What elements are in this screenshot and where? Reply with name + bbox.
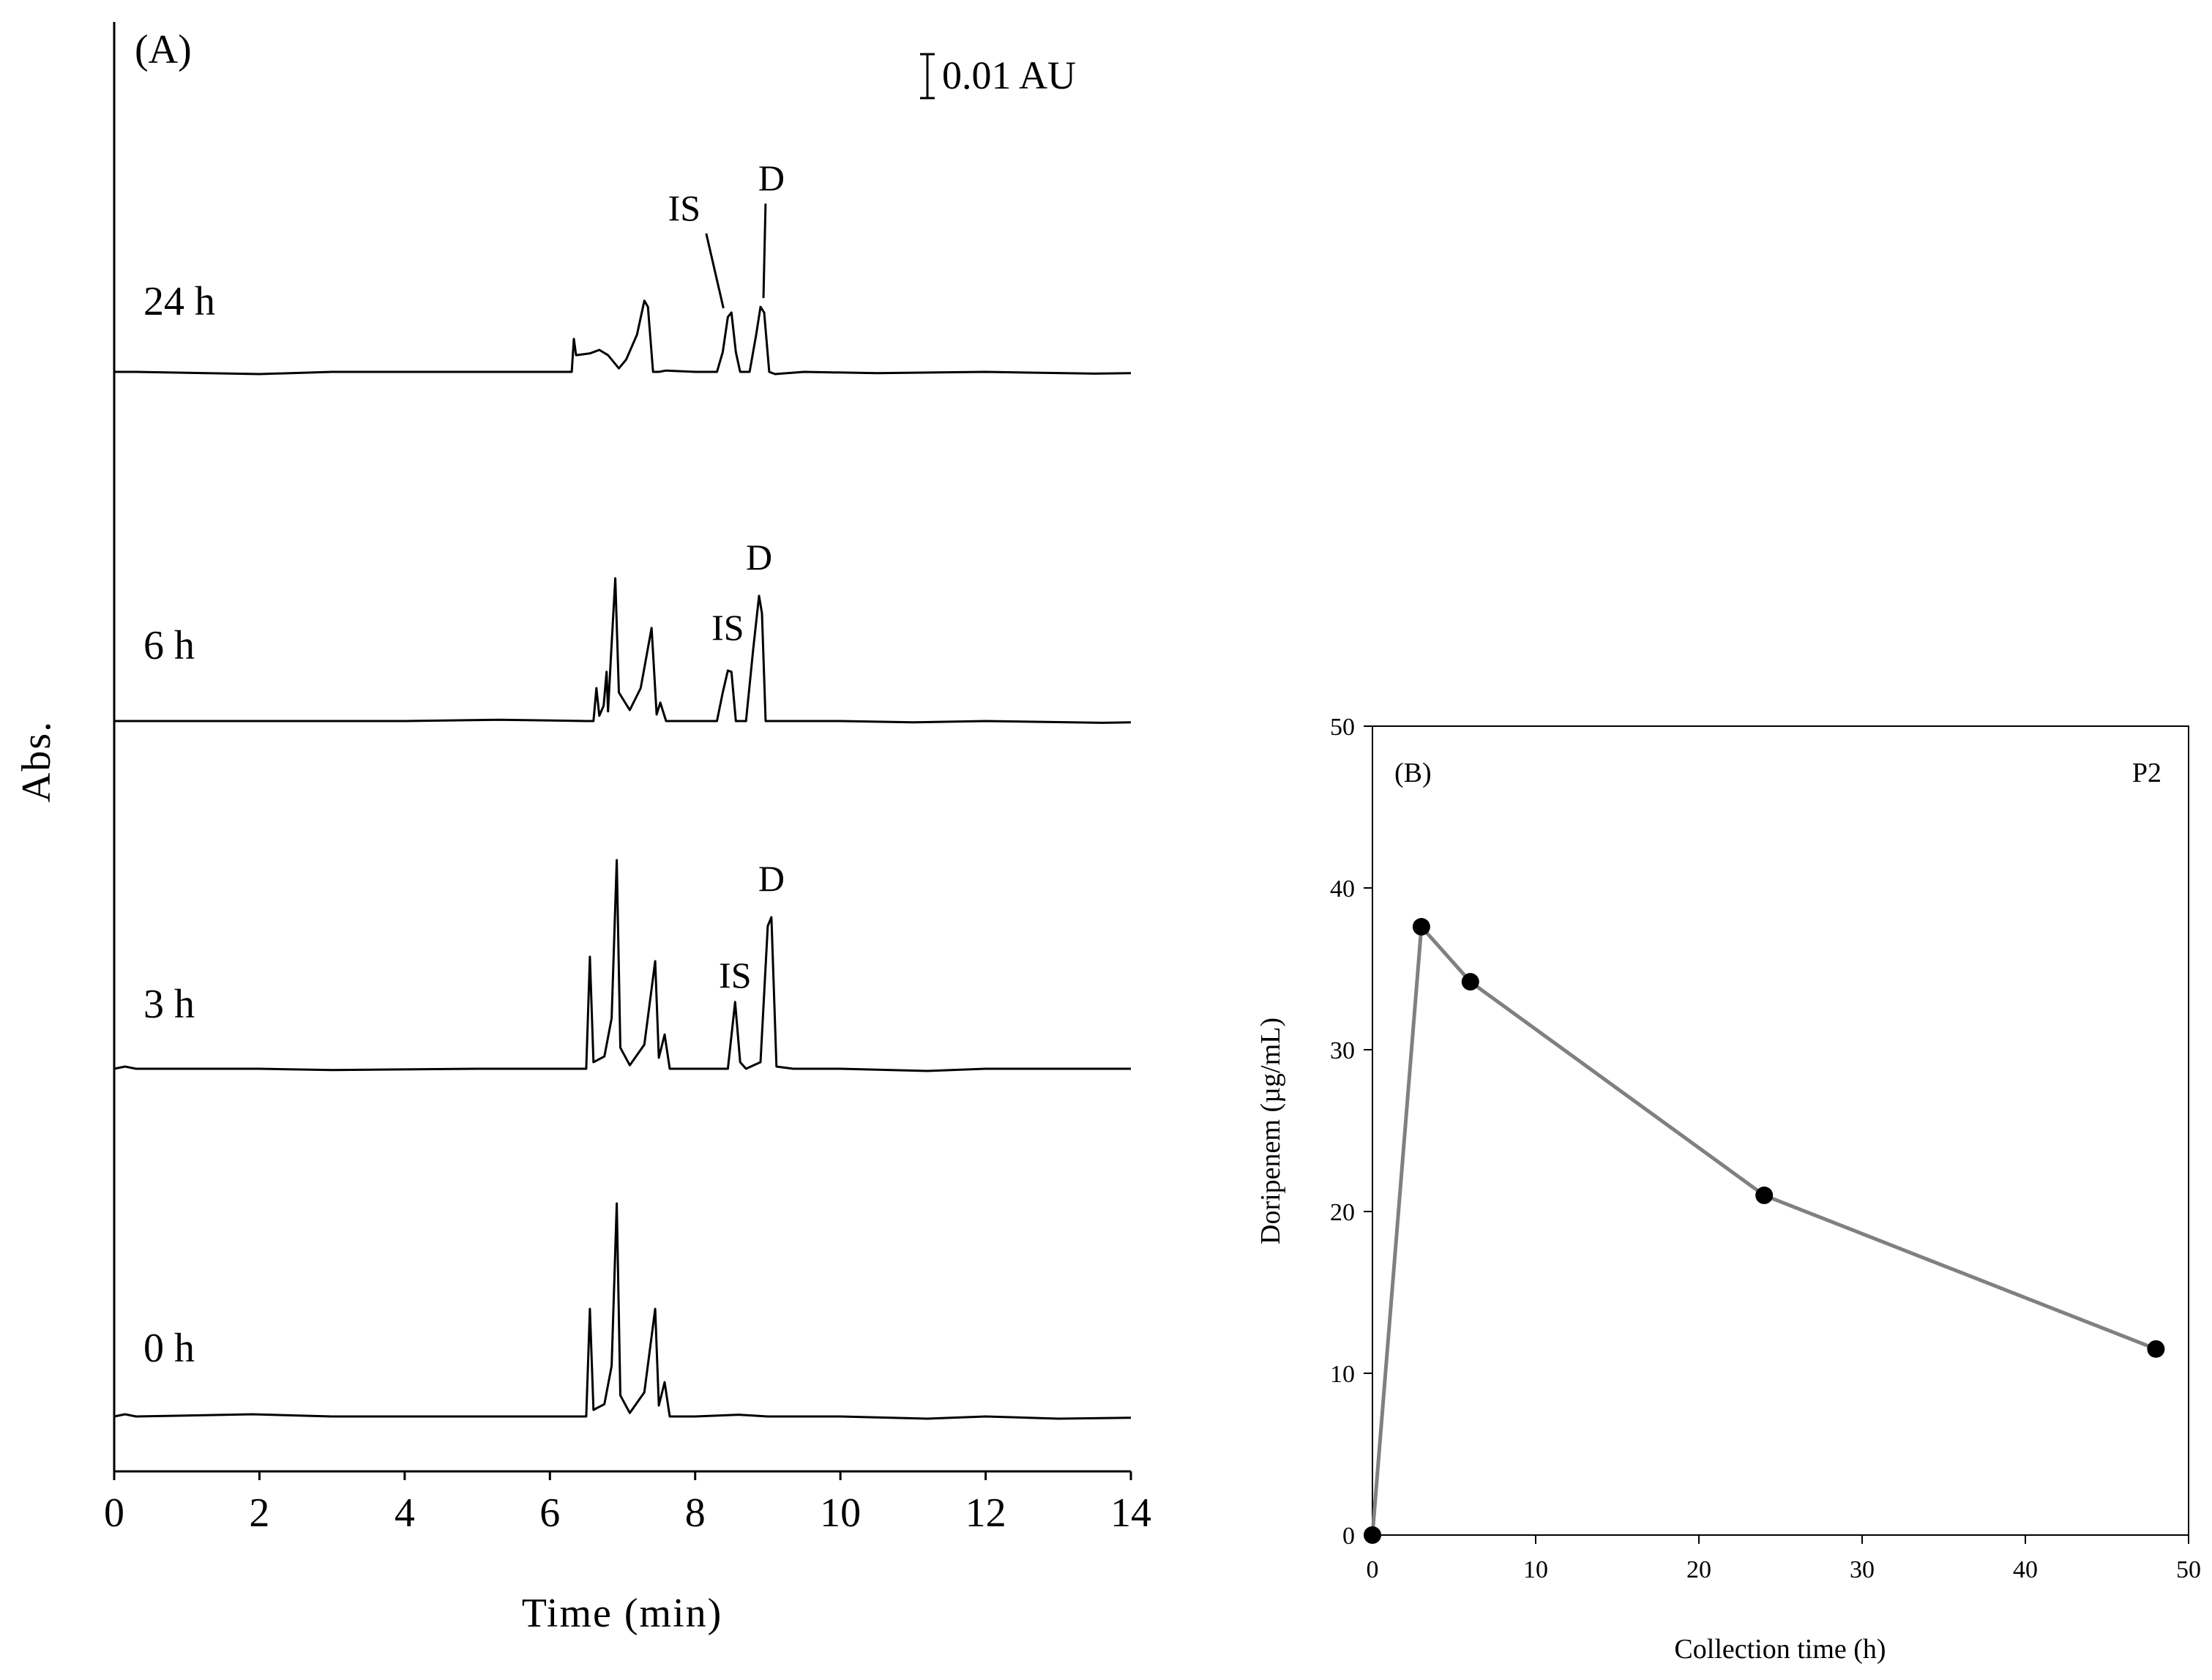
panel-b-frame bbox=[1372, 725, 2189, 1536]
panel-a-x-axis-title: Time (min) bbox=[522, 1591, 723, 1636]
trace-label: 0 h bbox=[143, 1326, 195, 1371]
panel-b-y-tick-label: 0 bbox=[1342, 1523, 1355, 1550]
scale-bar-label: 0.01 AU bbox=[942, 53, 1076, 97]
panel-b-x-tick-label: 20 bbox=[1686, 1556, 1711, 1583]
panel-b-series bbox=[1364, 918, 2165, 1544]
panel-b-y-tick-label: 40 bbox=[1330, 876, 1355, 903]
panel-a-x-tick-label: 14 bbox=[1110, 1490, 1151, 1536]
trace-label: 3 h bbox=[143, 982, 195, 1027]
peak-label: IS bbox=[668, 187, 700, 228]
peak-label: D bbox=[746, 537, 772, 578]
panel-b-x-tick-label: 0 bbox=[1367, 1556, 1379, 1583]
peak-label: IS bbox=[711, 607, 744, 648]
data-point bbox=[2147, 1340, 2165, 1358]
panel-b-annotation: P2 bbox=[2132, 758, 2161, 788]
panel-a-x-tick-label: 10 bbox=[820, 1490, 861, 1536]
panel-a-x-tick-label: 6 bbox=[539, 1490, 560, 1536]
trace-label: 24 h bbox=[143, 279, 215, 324]
panel-a-x-tick-label: 2 bbox=[249, 1490, 269, 1536]
panel-a-x-tick-label: 12 bbox=[965, 1490, 1006, 1536]
chromatogram-line bbox=[113, 1202, 1132, 1420]
panel-b-concentration-plot: (B) P2 0 10 20 30 40 50 0 10 20 30 40 50 Collectio… bbox=[1255, 714, 2201, 1665]
peak-leader-line bbox=[762, 204, 767, 299]
panel-a-x-tick-label: 0 bbox=[104, 1490, 124, 1536]
chromatogram-trace: 24 h IS D bbox=[114, 157, 1132, 376]
panel-b-y-ticks: 0 10 20 30 40 50 bbox=[1330, 714, 1372, 1550]
data-point bbox=[1755, 1186, 1774, 1204]
panel-a-x-tick-label: 4 bbox=[395, 1490, 415, 1536]
panel-b-y-tick-label: 10 bbox=[1330, 1361, 1355, 1388]
panel-a-y-axis-title: Abs. bbox=[14, 720, 59, 802]
chromatogram-line bbox=[113, 859, 1131, 1072]
peak-label: D bbox=[758, 858, 785, 899]
panel-a-x-ticks: 0 2 4 6 8 10 12 14 bbox=[104, 1471, 1151, 1536]
panel-b-x-tick-label: 10 bbox=[1523, 1556, 1548, 1583]
panel-b-x-axis-title: Collection time (h) bbox=[1674, 1634, 1886, 1665]
concentration-line bbox=[1370, 925, 2157, 1536]
panel-b-x-tick-label: 30 bbox=[1850, 1556, 1875, 1583]
peak-label: D bbox=[758, 157, 785, 198]
chromatogram-trace: 6 h ISD bbox=[114, 537, 1132, 724]
chromatogram-trace: 0 h bbox=[113, 1202, 1132, 1420]
peak-leader-line bbox=[705, 233, 725, 309]
chromatogram-line bbox=[114, 299, 1132, 376]
data-point bbox=[1364, 1526, 1381, 1544]
chromatogram-line bbox=[114, 577, 1132, 724]
panel-b-y-axis-title: Doripenem (µg/mL) bbox=[1255, 1018, 1286, 1244]
panel-a-label: (A) bbox=[135, 27, 192, 72]
panel-b-y-tick-label: 50 bbox=[1330, 714, 1355, 741]
peak-label: IS bbox=[719, 955, 751, 996]
scale-bar: 0.01 AU bbox=[920, 53, 1076, 100]
trace-label: 6 h bbox=[143, 623, 195, 668]
data-point bbox=[1412, 918, 1430, 936]
panel-b-label: (B) bbox=[1394, 758, 1432, 788]
panel-b-x-tick-label: 40 bbox=[2013, 1556, 2038, 1583]
panel-b-y-tick-label: 20 bbox=[1330, 1199, 1355, 1226]
panel-b-x-ticks: 0 10 20 30 40 50 bbox=[1367, 1535, 2201, 1583]
panel-b-y-tick-label: 30 bbox=[1330, 1037, 1355, 1064]
panel-a-x-tick-label: 8 bbox=[685, 1490, 706, 1536]
data-point bbox=[1461, 973, 1479, 991]
panel-b-x-tick-label: 50 bbox=[2176, 1556, 2201, 1583]
chromatogram-trace: 3 h IS D bbox=[113, 858, 1131, 1072]
